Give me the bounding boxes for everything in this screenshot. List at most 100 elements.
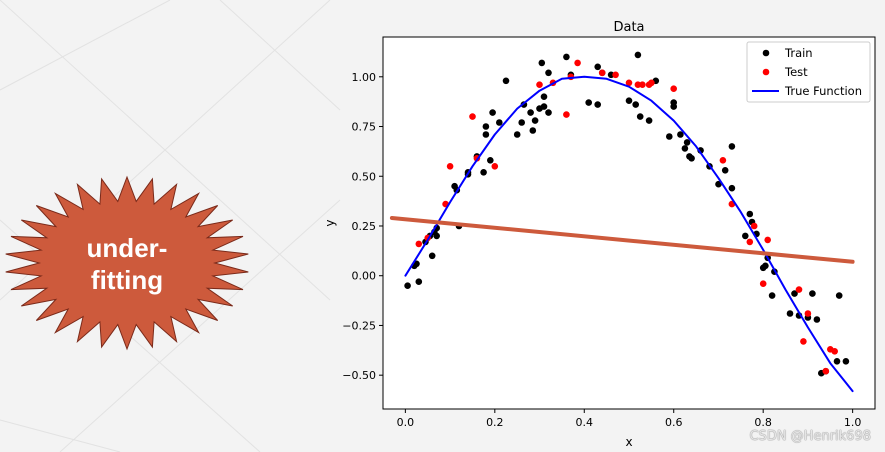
test-point bbox=[469, 113, 476, 120]
test-point bbox=[750, 222, 758, 230]
train-point bbox=[746, 210, 754, 218]
train-point bbox=[545, 109, 552, 116]
y-tick-label: 0.25 bbox=[352, 220, 377, 233]
underfitting-callout: under- fitting bbox=[5, 175, 249, 351]
watermark: CSDN @Henrik698 bbox=[749, 429, 871, 444]
fit-line bbox=[389, 216, 855, 264]
legend: Train Test True Function bbox=[746, 41, 871, 103]
train-point bbox=[842, 358, 850, 365]
x-tick-label: 1.0 bbox=[844, 416, 862, 429]
train-point bbox=[786, 310, 794, 317]
chart-marks bbox=[389, 51, 855, 393]
train-point bbox=[404, 282, 411, 290]
train-point bbox=[585, 99, 592, 106]
train-point bbox=[634, 51, 642, 59]
train-point bbox=[433, 232, 441, 240]
test-point bbox=[822, 367, 830, 375]
test-point bbox=[536, 81, 543, 88]
train-point bbox=[540, 103, 548, 110]
legend-marker bbox=[762, 49, 770, 57]
y-tick-label: 0.00 bbox=[352, 270, 377, 283]
callout-text-line1: under- bbox=[87, 233, 168, 263]
callout-text-line2: fitting bbox=[91, 265, 163, 295]
train-point bbox=[632, 101, 639, 108]
train-point bbox=[529, 127, 537, 134]
test-point bbox=[612, 71, 619, 79]
starburst-shape bbox=[5, 175, 249, 351]
legend-box bbox=[746, 41, 871, 103]
test-point bbox=[764, 236, 771, 244]
x-tick-label: 0.4 bbox=[576, 416, 594, 429]
train-point bbox=[636, 113, 644, 120]
train-point bbox=[487, 157, 494, 164]
test-point bbox=[625, 79, 633, 87]
train-point bbox=[545, 69, 552, 77]
x-axis-ticks: 0.0 0.2 0.4 0.6 0.8 1.0 bbox=[397, 409, 862, 429]
train-point bbox=[809, 290, 816, 297]
train-point bbox=[681, 145, 689, 152]
train-point bbox=[728, 143, 736, 150]
y-axis-label: y bbox=[323, 219, 337, 226]
test-point bbox=[831, 348, 838, 355]
test-point bbox=[446, 163, 454, 170]
test-point bbox=[800, 338, 807, 345]
test-point bbox=[648, 79, 655, 87]
test-point bbox=[598, 69, 606, 77]
train-point bbox=[482, 131, 490, 138]
train-point bbox=[538, 59, 546, 67]
train-point bbox=[480, 169, 487, 176]
test-point bbox=[719, 157, 727, 164]
train-point bbox=[728, 184, 736, 192]
legend-label: True Function bbox=[784, 84, 862, 98]
train-point bbox=[683, 139, 691, 146]
train-point bbox=[666, 133, 673, 140]
test-point bbox=[670, 85, 677, 92]
train-point bbox=[715, 180, 722, 188]
y-tick-label: 1.00 bbox=[352, 71, 377, 84]
train-point bbox=[540, 93, 548, 100]
train-point bbox=[482, 123, 490, 130]
train-point bbox=[531, 117, 539, 124]
test-point bbox=[759, 280, 767, 288]
train-point bbox=[518, 119, 525, 126]
train-point bbox=[415, 278, 423, 286]
test-point bbox=[746, 238, 754, 246]
train-point bbox=[791, 290, 798, 297]
train-point bbox=[721, 167, 729, 174]
legend-label: Train bbox=[784, 46, 813, 60]
legend-label: Test bbox=[784, 65, 808, 79]
x-tick-label: 0.2 bbox=[486, 416, 504, 429]
train-point bbox=[594, 63, 601, 71]
x-tick-label: 0.8 bbox=[754, 416, 772, 429]
y-tick-label: 0.50 bbox=[352, 170, 377, 183]
train-point bbox=[625, 97, 633, 104]
train-point bbox=[563, 53, 570, 61]
train-point bbox=[768, 292, 776, 299]
train-point bbox=[513, 131, 521, 138]
train-point bbox=[833, 358, 841, 365]
train-point bbox=[645, 117, 653, 124]
train-point bbox=[762, 262, 769, 270]
test-point bbox=[563, 111, 570, 118]
chart-title: Data bbox=[613, 20, 644, 35]
x-tick-label: 0.6 bbox=[665, 416, 683, 429]
test-point bbox=[574, 59, 581, 67]
y-axis-ticks: −0.50 −0.25 0.00 0.25 0.50 0.75 1.00 bbox=[342, 71, 383, 382]
legend-marker bbox=[762, 68, 770, 76]
test-point bbox=[639, 81, 646, 88]
train-point bbox=[742, 232, 749, 240]
train-point bbox=[502, 77, 510, 85]
test-point bbox=[804, 310, 812, 317]
train-point bbox=[594, 101, 601, 108]
train-point bbox=[496, 119, 503, 126]
test-point bbox=[795, 286, 803, 293]
train-point bbox=[428, 252, 436, 260]
train-point bbox=[688, 155, 695, 162]
train-point bbox=[527, 109, 534, 116]
x-axis-label: x bbox=[625, 435, 632, 449]
x-tick-label: 0.0 bbox=[397, 416, 415, 429]
train-point bbox=[670, 103, 677, 110]
y-tick-label: −0.50 bbox=[342, 369, 376, 382]
train-point bbox=[813, 316, 821, 323]
